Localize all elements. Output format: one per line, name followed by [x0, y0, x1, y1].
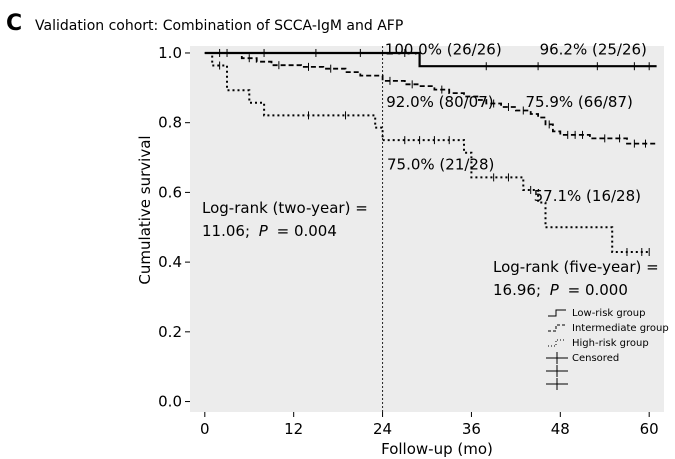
annotation-high24: 75.0% (21/28) [387, 156, 494, 174]
legend-label-high-risk: High-risk group [572, 338, 649, 349]
logrank-five-year-p: P [550, 281, 560, 299]
logrank-two-year-p: P [259, 222, 269, 240]
legend-label-intermediate: Intermediate group [572, 323, 669, 334]
logrank-two-year-line2: 11.06; P = 0.004 [202, 222, 337, 240]
series-high-risk-group [204, 52, 650, 257]
series-intermediate-group [204, 48, 657, 148]
survival-curve-2 [204, 52, 650, 253]
x-tick-label-0: 0 [200, 420, 210, 438]
logrank-five-year-pvalue: = 0.000 [568, 281, 628, 299]
annotation-int60: 75.9% (66/87) [526, 93, 633, 111]
logrank-two-year-line1: Log-rank (two-year) = [202, 199, 368, 217]
series-layer [204, 48, 657, 257]
logrank-five-year-line2: 16.96; P = 0.000 [493, 281, 628, 299]
y-tick-label-0: 0.0 [158, 393, 182, 411]
x-tick-label-36: 36 [462, 420, 481, 438]
y-tick-label-1: 0.2 [158, 323, 182, 341]
x-tick-label-12: 12 [284, 420, 303, 438]
legend-swatch-high-risk [548, 339, 566, 347]
y-tick-label-2: 0.4 [158, 253, 182, 271]
logrank-two-year-stat: 11.06; [202, 222, 250, 240]
y-tick-label-3: 0.6 [158, 183, 182, 201]
panel-letter: C [6, 11, 22, 36]
plot-area [190, 46, 664, 412]
y-axis-label: Cumulative survival [136, 135, 154, 284]
x-tick-label-60: 60 [640, 420, 659, 438]
x-tick-label-24: 24 [373, 420, 392, 438]
annotation-low24: 100.0% (26/26) [385, 40, 502, 58]
logrank-five-year-line1: Log-rank (five-year) = [493, 258, 659, 276]
x-axis-label: Follow-up (mo) [381, 440, 493, 458]
chart-title: Validation cohort: Combination of SCCA-I… [35, 18, 403, 34]
legend-swatch-low-risk [548, 309, 566, 317]
legend-swatch-intermediate [548, 324, 566, 332]
logrank-two-year-pvalue: = 0.004 [277, 222, 337, 240]
axes: 0 12 24 36 48 60 0.0 0.2 0.4 0.6 0.8 1.0 [158, 44, 659, 438]
y-tick-label-4: 0.8 [158, 114, 182, 132]
chart-legend: Low-risk group Intermediate group High-ris… [546, 308, 669, 390]
annotation-int24: 92.0% (80/07) [386, 93, 493, 111]
legend-label-low-risk: Low-risk group [572, 308, 645, 319]
survival-curve-1 [204, 52, 657, 145]
y-tick-label-5: 1.0 [158, 44, 182, 62]
legend-label-censored: Censored [572, 353, 619, 364]
x-tick-label-48: 48 [551, 420, 570, 438]
series-low-risk-group [204, 48, 657, 71]
annotation-high60: 57.1% (16/28) [534, 187, 641, 205]
annotation-low60: 96.2% (25/26) [540, 40, 647, 58]
logrank-five-year-stat: 16.96; [493, 281, 541, 299]
annotation-layer: 100.0% (26/26) 96.2% (25/26) 92.0% (80/07)… [385, 40, 647, 204]
